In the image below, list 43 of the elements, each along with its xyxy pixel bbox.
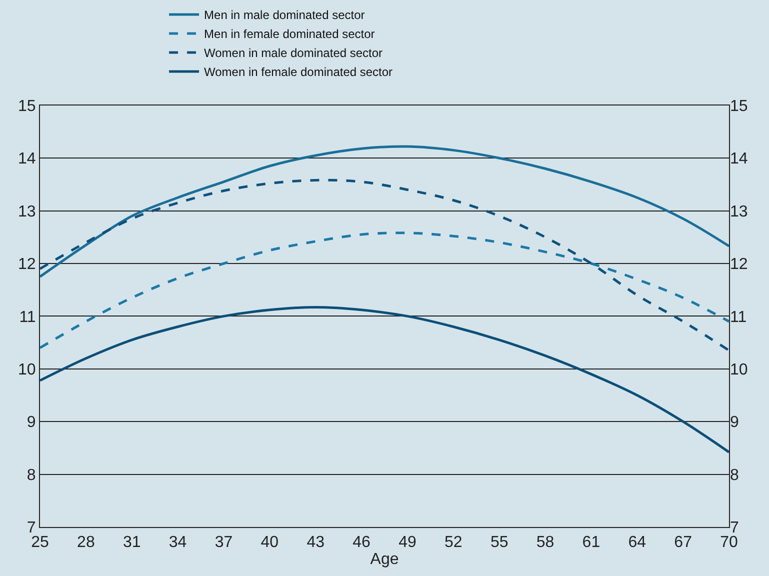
y-tick-label: 9 xyxy=(26,414,36,432)
legend-label: Men in female dominated sector xyxy=(204,27,375,42)
x-tick-label: 70 xyxy=(720,534,738,552)
legend-label: Men in male dominated sector xyxy=(204,8,365,22)
y2-tick-label: 13 xyxy=(730,203,748,220)
x-tick-label: 43 xyxy=(306,534,325,552)
y2-tick-label: 8 xyxy=(730,466,739,484)
y2-tick-label: 7 xyxy=(730,520,739,537)
x-tick-label: 67 xyxy=(674,534,692,552)
x-tick-label: 52 xyxy=(444,534,462,552)
y-tick-label: 15 xyxy=(18,98,36,115)
y-tick-label: 7 xyxy=(26,520,36,537)
y-tick-label: 13 xyxy=(18,203,36,220)
line-series xyxy=(40,232,729,350)
y2-tick-label: 15 xyxy=(730,98,748,115)
y2-tick-label: 9 xyxy=(730,414,739,432)
y-tick-label: 10 xyxy=(18,362,36,378)
x-tick-label: 55 xyxy=(490,534,508,552)
legend-label: Women in male dominated sector xyxy=(204,46,383,60)
x-tick-label: 46 xyxy=(352,534,371,552)
x-tick-label: 61 xyxy=(582,534,600,552)
y2-tick-label: 11 xyxy=(730,308,747,326)
y-tick-label: 12 xyxy=(18,256,36,274)
y2-tick-label: 12 xyxy=(730,256,748,274)
x-tick-label: 28 xyxy=(77,534,95,552)
x-axis-title: Age xyxy=(370,551,399,568)
line-series xyxy=(40,306,729,454)
legend-label: Women in female dominated sector xyxy=(204,65,393,80)
x-tick-label: 49 xyxy=(398,534,416,552)
y-tick-label: 11 xyxy=(19,308,36,326)
x-tick-label: 40 xyxy=(260,534,279,552)
x-tick-label: 34 xyxy=(168,534,187,552)
line-series xyxy=(40,178,729,352)
x-tick-label: 25 xyxy=(31,534,49,552)
y-tick-label: 8 xyxy=(26,466,36,484)
line-series xyxy=(40,145,729,278)
y2-tick-label: 14 xyxy=(730,150,748,168)
y-tick-label: 14 xyxy=(18,150,36,168)
y2-tick-label: 10 xyxy=(730,362,748,378)
x-tick-label: 37 xyxy=(214,534,233,552)
x-tick-label: 31 xyxy=(122,534,141,552)
x-tick-label: 58 xyxy=(536,534,554,552)
x-tick-label: 64 xyxy=(628,534,646,552)
